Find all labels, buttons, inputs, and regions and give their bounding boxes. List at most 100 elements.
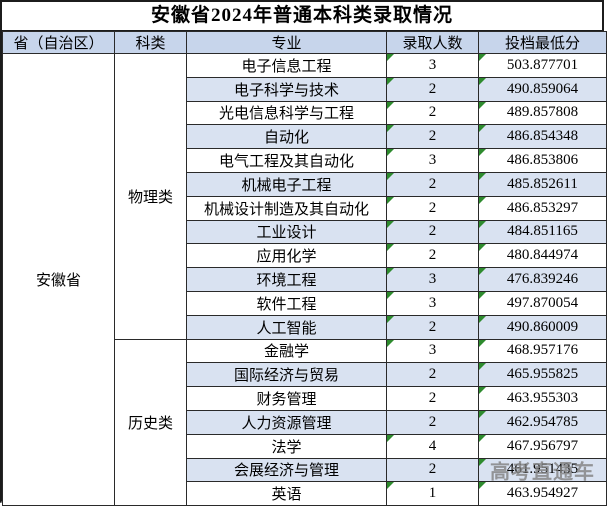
table-row: 环境工程 3 476.839246 xyxy=(3,267,607,292)
count-value: 3 xyxy=(428,294,437,311)
province-cell: 安徽省 xyxy=(2,52,115,507)
count-value: 4 xyxy=(428,437,437,454)
table-body: 安徽省 物理类 电子信息工程 3 503.877701 电子科学与技术 2 490.85906… xyxy=(2,52,607,507)
error-flag-icon xyxy=(479,316,486,323)
table-row: 光电信息科学与工程 2 489.857808 xyxy=(3,100,607,126)
error-flag-icon xyxy=(387,125,394,133)
error-flag-icon xyxy=(479,340,486,347)
major-cell: 光电信息科学与工程 xyxy=(186,100,387,126)
count-value: 2 xyxy=(428,104,437,121)
min-score-cell: 463.954927 xyxy=(478,481,607,507)
min-score-value: 463.954927 xyxy=(506,485,579,502)
table-row: 软件工程 3 497.870054 xyxy=(3,290,607,316)
column-header-category: 科类 xyxy=(114,31,187,54)
table-row: 工业设计 2 484.851165 xyxy=(3,219,607,245)
error-flag-icon xyxy=(479,268,486,276)
min-score-cell: 463.955303 xyxy=(478,386,607,411)
error-flag-icon xyxy=(479,435,486,442)
error-flag-icon xyxy=(387,435,394,442)
count-cell: 2 xyxy=(386,409,479,435)
count-cell: 2 xyxy=(386,457,479,483)
min-score-value: 468.957176 xyxy=(506,342,579,359)
count-value: 3 xyxy=(428,56,437,73)
min-score-cell: 486.854348 xyxy=(478,124,607,150)
count-cell: 2 xyxy=(386,219,479,245)
major-cell: 财务管理 xyxy=(186,386,387,411)
major-cell: 电气工程及其自动化 xyxy=(186,148,387,173)
min-score-value: 480.844974 xyxy=(506,247,579,264)
error-flag-icon xyxy=(387,221,394,228)
min-score-cell: 489.857808 xyxy=(478,100,607,126)
min-score-value: 490.859064 xyxy=(506,80,579,97)
min-score-value: 490.860009 xyxy=(506,318,579,335)
error-flag-icon xyxy=(479,173,486,180)
min-score-cell: 461.951435 高考直通车 xyxy=(478,457,607,483)
min-score-value: 467.956797 xyxy=(506,437,579,454)
major-cell: 人工智能 xyxy=(186,314,387,340)
error-flag-icon xyxy=(387,78,394,85)
error-flag-icon xyxy=(479,54,486,61)
min-score-cell: 497.870054 xyxy=(478,290,607,316)
min-score-value: 486.854348 xyxy=(506,128,579,145)
major-cell: 人力资源管理 xyxy=(186,409,387,435)
count-cell: 2 xyxy=(386,314,479,340)
min-score-value: 485.852611 xyxy=(507,175,578,192)
error-flag-icon xyxy=(387,340,394,347)
count-cell: 2 xyxy=(386,76,479,102)
count-cell: 1 xyxy=(386,481,479,507)
page-title: 安徽省2024年普通本科类录取情况 xyxy=(2,2,602,31)
header-row: 省（自治区） 科类 专业 录取人数 投档最低分 xyxy=(2,31,607,54)
major-cell: 自动化 xyxy=(186,124,387,150)
count-cell: 3 xyxy=(386,148,479,173)
table-row: 国际经济与贸易 2 465.955825 xyxy=(3,362,607,388)
min-score-value: 465.955825 xyxy=(506,366,579,383)
count-cell: 2 xyxy=(386,124,479,150)
count-value: 2 xyxy=(428,390,437,407)
error-flag-icon xyxy=(387,316,394,323)
table-row: 应用化学 2 480.844974 xyxy=(3,243,607,269)
count-cell: 3 xyxy=(386,290,479,316)
min-score-value: 463.955303 xyxy=(506,390,579,407)
min-score-value: 484.851165 xyxy=(507,223,578,240)
table-row: 自动化 2 486.854348 xyxy=(3,124,607,150)
count-cell: 2 xyxy=(386,100,479,126)
min-score-cell: 485.852611 xyxy=(478,171,607,197)
count-value: 3 xyxy=(428,152,437,169)
major-cell: 软件工程 xyxy=(186,290,387,316)
major-cell: 机械设计制造及其自动化 xyxy=(186,195,387,221)
table-row: 安徽省 物理类 电子信息工程 3 503.877701 xyxy=(2,52,607,507)
major-cell: 应用化学 xyxy=(186,243,387,269)
min-score-value: 503.877701 xyxy=(506,56,579,73)
min-score-cell: 503.877701 xyxy=(478,53,607,78)
count-value: 2 xyxy=(428,366,437,383)
error-flag-icon xyxy=(479,482,486,490)
error-flag-icon xyxy=(479,363,486,371)
error-flag-icon xyxy=(387,54,394,61)
error-flag-icon xyxy=(387,197,394,204)
min-score-cell: 468.957176 xyxy=(478,338,607,364)
count-value: 2 xyxy=(428,223,437,240)
error-flag-icon xyxy=(387,268,394,276)
count-value: 2 xyxy=(428,80,437,97)
error-flag-icon xyxy=(387,102,394,109)
error-flag-icon xyxy=(479,125,486,133)
count-value: 2 xyxy=(428,247,437,264)
column-header-major: 专业 xyxy=(186,31,387,54)
min-score-value: 461.951435 xyxy=(506,461,579,478)
min-score-value: 476.839246 xyxy=(506,271,579,288)
min-score-cell: 462.954785 xyxy=(478,409,607,435)
category-cell: 历史类 xyxy=(114,338,187,507)
table-row: 历史类 金融学 3 468.957176 xyxy=(3,338,607,507)
table-row: 财务管理 2 463.955303 xyxy=(3,386,607,411)
error-flag-icon xyxy=(387,173,394,180)
table-row: 法学 4 467.956797 xyxy=(3,433,607,459)
major-cell: 环境工程 xyxy=(186,267,387,292)
count-value: 2 xyxy=(428,413,437,430)
error-flag-icon xyxy=(479,244,486,252)
count-value: 2 xyxy=(428,461,437,478)
major-cell: 国际经济与贸易 xyxy=(186,362,387,388)
error-flag-icon xyxy=(387,244,394,252)
table-row: 电气工程及其自动化 3 486.853806 xyxy=(3,148,607,173)
column-header-count: 录取人数 xyxy=(386,31,479,54)
